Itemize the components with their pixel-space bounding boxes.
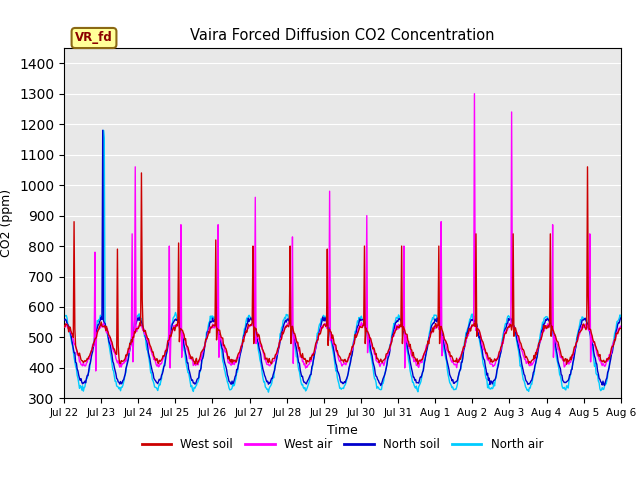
Text: VR_fd: VR_fd	[75, 32, 113, 45]
X-axis label: Time: Time	[327, 424, 358, 437]
Title: Vaira Forced Diffusion CO2 Concentration: Vaira Forced Diffusion CO2 Concentration	[190, 28, 495, 43]
Legend: West soil, West air, North soil, North air: West soil, West air, North soil, North a…	[137, 433, 548, 456]
Y-axis label: CO2 (ppm): CO2 (ppm)	[1, 189, 13, 257]
